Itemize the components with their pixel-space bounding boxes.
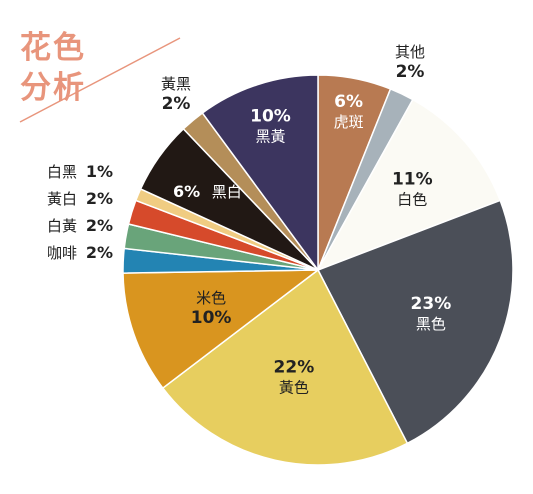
slice-name-label-1: 虎斑 [334,113,364,131]
title-line-1: 花色 [20,30,86,66]
slice-name-label-2: 其他 [395,43,425,61]
pie-slice-13 [201,74,319,273]
slice-value-label-3: 11% [392,169,433,189]
slice-value-label-13: 10% [250,107,291,127]
pie-slice-6 [122,269,321,390]
slice-name-label-6: 米色 [196,289,226,307]
slice-value-label-9: 2% [86,189,113,208]
slice-name-label-9: 黃白 [47,190,82,208]
slice-value-label-1: 6% [334,92,363,112]
slice-label-11: 6% 黑白 [173,182,242,201]
pie-slices [122,74,514,466]
slice-value-label-2: 2% [396,62,425,82]
pie-slice-5 [161,268,409,466]
slice-label-10: 白黑 1% [47,162,113,181]
slice-label-7: 咖啡 2% [47,243,113,262]
slice-name-label-11: 黑白 [212,183,242,201]
pie-slice-3 [316,98,502,272]
slice-value-label-8: 2% [86,216,113,235]
slice-name-label-12: 黃黑 [161,75,191,93]
slice-value-label-5: 22% [274,358,315,378]
slice-label-9: 黃白 2% [47,189,113,208]
slice-name-label-4: 黑色 [416,315,446,333]
slice-name-label-3: 白色 [397,190,427,208]
slice-name-label-10: 白黑 [47,163,82,181]
slice-name-label-13: 黑黃 [255,128,285,146]
pie-slice-4 [316,199,514,445]
slice-value-label-12: 2% [162,94,191,114]
title-divider-line [19,37,181,123]
title-line-2: 分析 [20,70,86,106]
slice-value-label-7: 2% [86,243,113,262]
slice-value-label-4: 23% [411,294,452,314]
slice-name-label-8: 白黃 [47,217,82,235]
slice-value-label-10: 1% [86,162,113,181]
slice-label-8: 白黃 2% [47,216,113,235]
slice-name-label-7: 咖啡 [47,244,82,262]
chart-title: 花色 分析 [19,30,181,123]
slice-value-label-6: 10% [191,308,232,328]
slice-value-label-11: 6% [173,182,206,201]
slice-name-label-5: 黃色 [279,379,309,397]
